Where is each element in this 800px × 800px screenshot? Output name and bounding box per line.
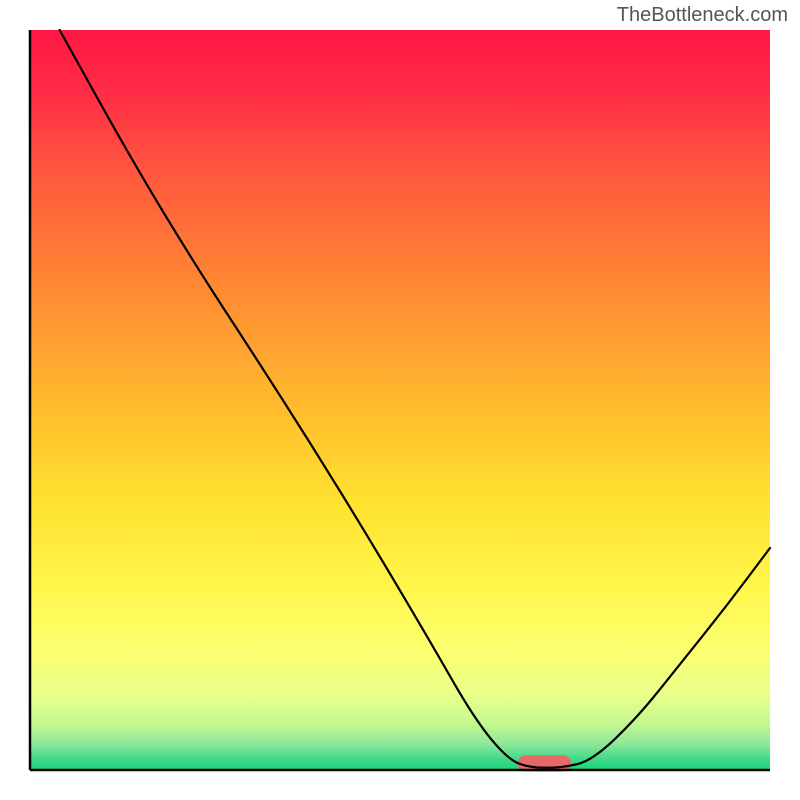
chart-svg xyxy=(0,0,800,800)
gradient-background xyxy=(30,30,770,770)
bottleneck-chart xyxy=(0,0,800,800)
watermark-text: TheBottleneck.com xyxy=(617,4,788,27)
